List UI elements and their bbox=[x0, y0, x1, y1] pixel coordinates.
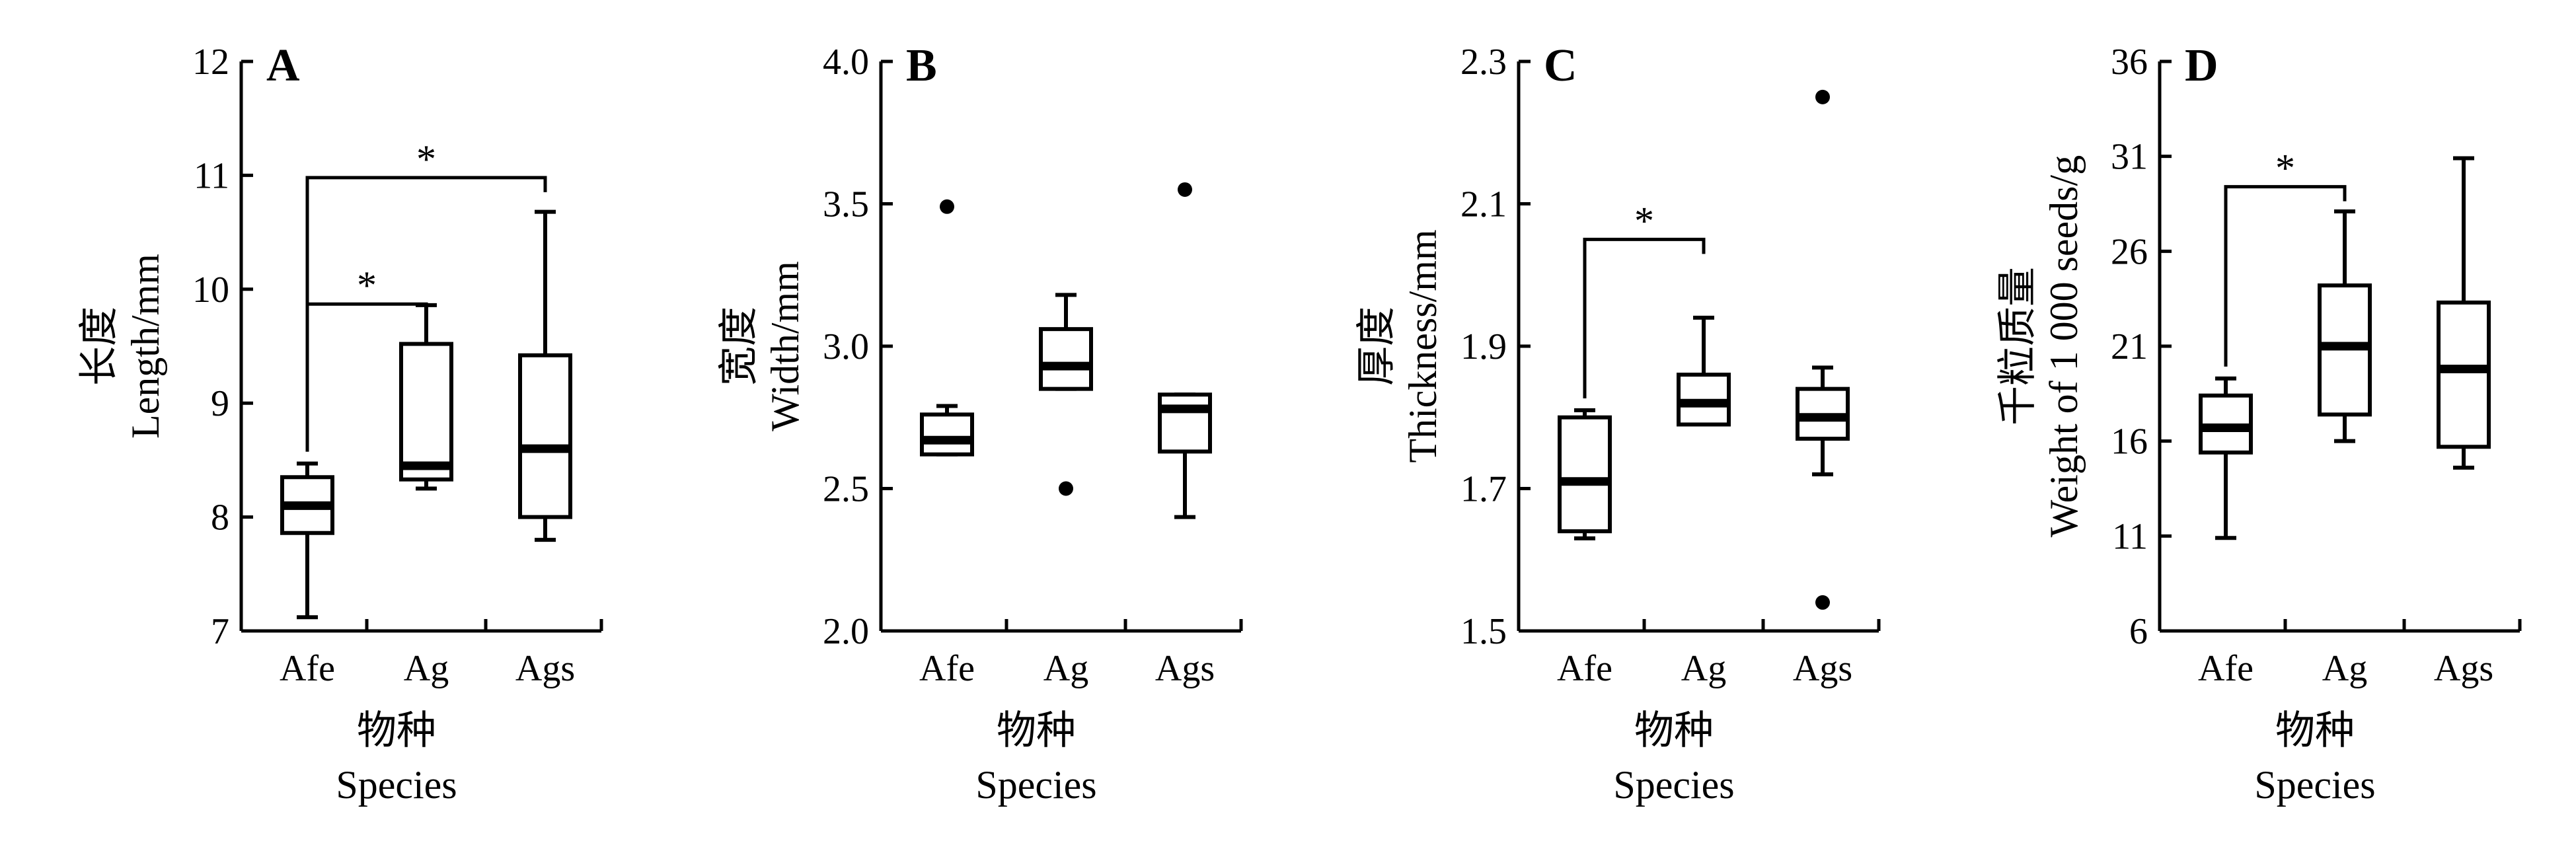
x-axis-title-cn: 物种 bbox=[357, 709, 436, 752]
y-tick-label: 36 bbox=[2111, 42, 2148, 83]
iqr-box bbox=[920, 412, 974, 457]
x-axis-title-cn: 物种 bbox=[1634, 709, 1714, 752]
x-tick-label: Afe bbox=[2198, 648, 2254, 689]
iqr-box bbox=[518, 353, 572, 519]
y-tick-label: 1.9 bbox=[1460, 326, 1507, 367]
iqr-box bbox=[1158, 392, 1212, 454]
significance-bracket: * bbox=[305, 137, 547, 452]
y-axis-title-cn: 长度 bbox=[77, 307, 121, 386]
bracket-line bbox=[305, 176, 547, 452]
y-tick-label: 1.5 bbox=[1460, 611, 1507, 652]
x-tick-label: Ag bbox=[1043, 648, 1088, 689]
iqr-box bbox=[2437, 300, 2491, 449]
y-tick-label: 21 bbox=[2111, 326, 2148, 367]
x-tick-label: Ags bbox=[515, 648, 575, 689]
y-tick-label: 6 bbox=[2129, 611, 2148, 652]
y-axis-title-en: Weight of 1 000 seeds/g bbox=[2042, 155, 2086, 537]
box-ag bbox=[1039, 293, 1093, 496]
y-axis-title-cn: 千粒质量 bbox=[1996, 267, 2039, 425]
box-afe bbox=[920, 199, 974, 457]
x-tick-label: Afe bbox=[280, 648, 335, 689]
y-tick-label: 2.0 bbox=[823, 611, 869, 652]
y-axis-title-cn: 宽度 bbox=[717, 307, 761, 386]
x-axis-title-en: Species bbox=[975, 763, 1096, 807]
outlier-point bbox=[940, 199, 954, 214]
significance-star: * bbox=[2275, 147, 2295, 190]
x-tick-label: Ags bbox=[1155, 648, 1215, 689]
y-axis-title-en: Thickness/mm bbox=[1401, 229, 1445, 462]
box-afe bbox=[280, 461, 334, 620]
x-tick-label: Ag bbox=[2322, 648, 2367, 689]
x-tick-label: Ags bbox=[1793, 648, 1852, 689]
significance-bracket: * bbox=[1583, 199, 1706, 398]
outlier-point bbox=[1059, 481, 1073, 496]
panel-c: 1.5 1.7 1.9 2.1 2.3 Afe Ag Ags 物种 Species 厚度 Thickn… bbox=[1355, 40, 1881, 807]
y-tick-label: 7 bbox=[211, 611, 229, 652]
panel-letter: B bbox=[906, 40, 937, 91]
y-axis-title-en: Length/mm bbox=[124, 254, 167, 439]
y-tick-label: 3.5 bbox=[823, 184, 869, 225]
panel-a: 7 8 9 10 11 12 Afe Ag Ags 物种 Species 长度 Length/mm A * * bbox=[77, 40, 603, 807]
x-axis-title-en: Species bbox=[1613, 763, 1734, 807]
box-afe bbox=[1558, 408, 1612, 540]
y-axis-title-cn: 厚度 bbox=[1355, 307, 1398, 386]
significance-star: * bbox=[416, 137, 436, 181]
panel-letter: C bbox=[1544, 40, 1577, 91]
panel-b: 2.0 2.5 3.0 3.5 4.0 Afe Ag Ags 物种 Species 宽度 Width/… bbox=[717, 40, 1243, 807]
y-tick-label: 2.3 bbox=[1460, 42, 1507, 83]
box-ags bbox=[1158, 182, 1212, 519]
y-tick-label: 11 bbox=[2112, 516, 2148, 557]
y-tick-label: 31 bbox=[2111, 137, 2148, 178]
box-ags bbox=[518, 209, 572, 542]
panel-letter: A bbox=[266, 40, 300, 91]
outlier-point bbox=[1178, 182, 1192, 197]
box-ags bbox=[2437, 156, 2491, 470]
box-afe bbox=[2199, 376, 2253, 540]
x-tick-label: Ag bbox=[1681, 648, 1726, 689]
y-tick-label: 16 bbox=[2111, 422, 2148, 462]
bracket-line bbox=[2224, 185, 2347, 367]
y-tick-label: 3.0 bbox=[823, 326, 869, 367]
y-tick-label: 11 bbox=[194, 155, 229, 196]
panel-d: 6 11 16 21 26 31 36 Afe Ag Ags 物种 Species 千粒质量 Weight… bbox=[1996, 40, 2522, 807]
iqr-box bbox=[1039, 327, 1093, 391]
bracket-line bbox=[1583, 237, 1706, 398]
x-axis-title-cn: 物种 bbox=[997, 709, 1076, 752]
x-tick-label: Afe bbox=[1557, 648, 1612, 689]
significance-star: * bbox=[357, 264, 377, 307]
iqr-box bbox=[1558, 415, 1612, 534]
significance-star: * bbox=[1634, 199, 1654, 242]
x-tick-label: Ags bbox=[2434, 648, 2493, 689]
box-ag bbox=[2318, 209, 2372, 443]
panel-letter: D bbox=[2185, 40, 2218, 91]
y-tick-label: 26 bbox=[2111, 231, 2148, 272]
outlier-point bbox=[1815, 89, 1830, 104]
y-tick-label: 1.7 bbox=[1460, 469, 1507, 510]
outlier-point bbox=[1815, 595, 1830, 610]
y-tick-label: 2.5 bbox=[823, 469, 869, 510]
y-tick-label: 9 bbox=[211, 383, 229, 424]
x-axis-title-en: Species bbox=[2254, 763, 2375, 807]
box-ag bbox=[1677, 315, 1731, 427]
x-tick-label: Afe bbox=[919, 648, 975, 689]
y-axis-title-en: Width/mm bbox=[763, 261, 807, 431]
y-tick-label: 2.1 bbox=[1460, 184, 1507, 225]
x-axis-title-cn: 物种 bbox=[2275, 709, 2355, 752]
y-tick-label: 12 bbox=[192, 42, 229, 83]
x-axis-title-en: Species bbox=[336, 763, 457, 807]
x-tick-label: Ag bbox=[404, 648, 449, 689]
y-tick-label: 8 bbox=[211, 497, 229, 538]
box-ags bbox=[1796, 89, 1850, 610]
significance-bracket: * bbox=[2224, 147, 2347, 367]
y-tick-label: 4.0 bbox=[823, 42, 869, 83]
iqr-box bbox=[399, 342, 453, 482]
y-tick-label: 10 bbox=[192, 270, 229, 311]
box-ag bbox=[399, 303, 453, 491]
